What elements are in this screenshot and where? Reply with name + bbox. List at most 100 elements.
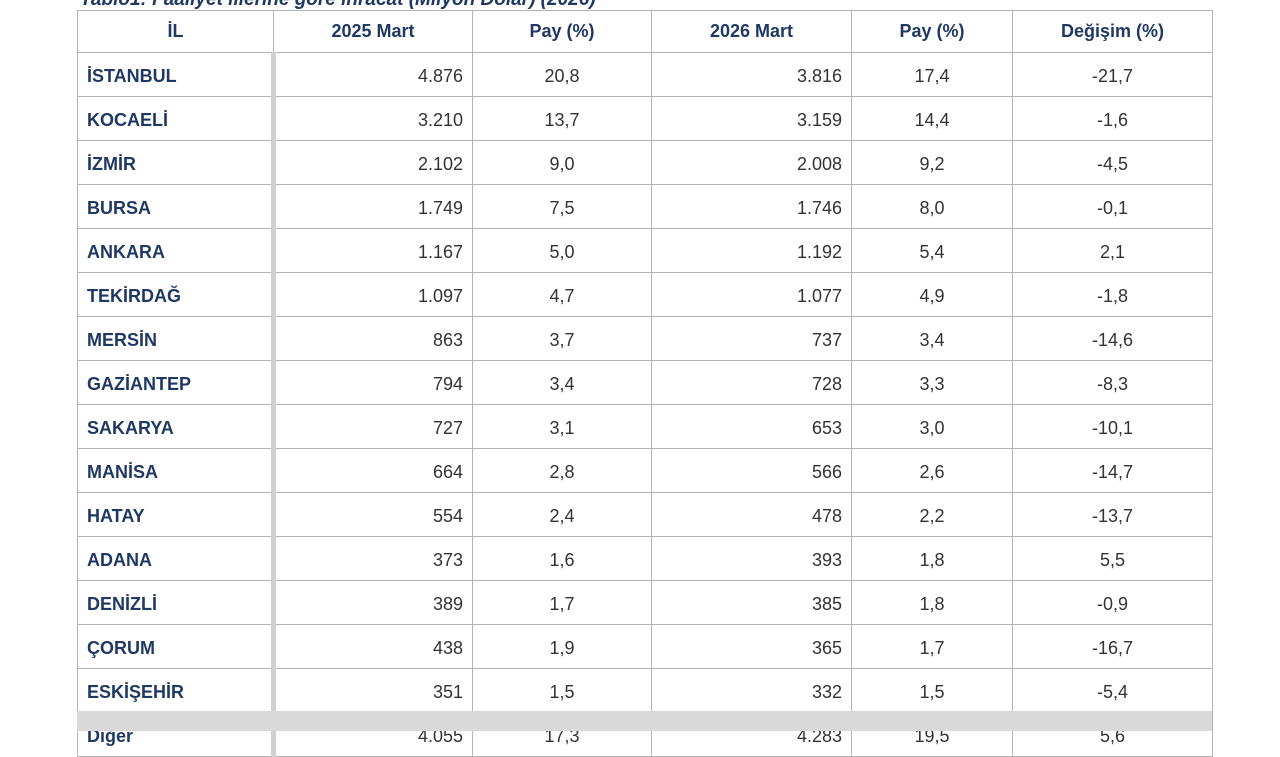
- table-row: MERSİN 863 3,7 737 3,4 -14,6: [77, 316, 1213, 361]
- value-cell: 728: [651, 360, 852, 405]
- value-cell: 8,0: [851, 184, 1013, 229]
- province-cell: KOCAELİ: [77, 96, 276, 141]
- value-cell: -1,8: [1012, 272, 1213, 317]
- province-cell: MERSİN: [77, 316, 276, 361]
- value-cell: 4.876: [273, 52, 473, 97]
- value-cell: 653: [651, 404, 852, 449]
- value-cell: 1,5: [472, 668, 652, 713]
- value-cell: 3,3: [851, 360, 1013, 405]
- value-cell: 3.210: [273, 96, 473, 141]
- province-cell: İZMİR: [77, 140, 276, 185]
- value-cell: 1.192: [651, 228, 852, 273]
- value-cell: 389: [273, 580, 473, 625]
- header-cell: Pay (%): [851, 10, 1013, 53]
- table-row: KOCAELİ 3.210 13,7 3.159 14,4 -1,6: [77, 96, 1213, 141]
- value-cell: 863: [273, 316, 473, 361]
- value-cell: 1.167: [273, 228, 473, 273]
- value-cell: 17,4: [851, 52, 1013, 97]
- header-cell: 2026 Mart: [651, 10, 852, 53]
- value-cell: -14,7: [1012, 448, 1213, 493]
- value-cell: 727: [273, 404, 473, 449]
- value-cell: 5,0: [472, 228, 652, 273]
- province-cell: BURSA: [77, 184, 276, 229]
- value-cell: 2,8: [472, 448, 652, 493]
- value-cell: 2.102: [273, 140, 473, 185]
- value-cell: 373: [273, 536, 473, 581]
- value-cell: 4,9: [851, 272, 1013, 317]
- value-cell: 1.749: [273, 184, 473, 229]
- value-cell: 1,6: [472, 536, 652, 581]
- value-cell: 554: [273, 492, 473, 537]
- province-cell: ESKİŞEHİR: [77, 668, 276, 713]
- value-cell: 3.816: [651, 52, 852, 97]
- table-row: SAKARYA 727 3,1 653 3,0 -10,1: [77, 404, 1213, 449]
- page: {"title": "Tablo1: Faaliyet illerine gör…: [77, 0, 1213, 757]
- value-cell: 478: [651, 492, 852, 537]
- province-cell: DENİZLİ: [77, 580, 276, 625]
- table-row: MANİSA 664 2,8 566 2,6 -14,7: [77, 448, 1213, 493]
- value-cell: 13,7: [472, 96, 652, 141]
- value-cell: -1,6: [1012, 96, 1213, 141]
- value-cell: -16,7: [1012, 624, 1213, 669]
- value-cell: 2,4: [472, 492, 652, 537]
- value-cell: -14,6: [1012, 316, 1213, 361]
- export-table: İL 2025 Mart Pay (%) 2026 Mart Pay (%) Değişi…: [77, 10, 1213, 757]
- table-row: TEKİRDAĞ 1.097 4,7 1.077 4,9 -1,8: [77, 272, 1213, 317]
- value-cell: 664: [273, 448, 473, 493]
- header-cell: Değişim (%): [1012, 10, 1213, 53]
- value-cell: -13,7: [1012, 492, 1213, 537]
- value-cell: 351: [273, 668, 473, 713]
- table-row: DENİZLİ 389 1,7 385 1,8 -0,9: [77, 580, 1213, 625]
- value-cell: 3,4: [851, 316, 1013, 361]
- value-cell: -8,3: [1012, 360, 1213, 405]
- value-cell: 393: [651, 536, 852, 581]
- province-cell: TEKİRDAĞ: [77, 272, 276, 317]
- value-cell: 5,4: [851, 228, 1013, 273]
- province-cell: HATAY: [77, 492, 276, 537]
- province-cell: GAZİANTEP: [77, 360, 276, 405]
- value-cell: 9,2: [851, 140, 1013, 185]
- value-cell: 7,5: [472, 184, 652, 229]
- province-cell: İSTANBUL: [77, 52, 276, 97]
- province-cell: SAKARYA: [77, 404, 276, 449]
- province-cell: ÇORUM: [77, 624, 276, 669]
- value-cell: 1,5: [851, 668, 1013, 713]
- value-cell: 737: [651, 316, 852, 361]
- value-cell: 794: [273, 360, 473, 405]
- value-cell: 566: [651, 448, 852, 493]
- value-cell: 14,4: [851, 96, 1013, 141]
- value-cell: 2,6: [851, 448, 1013, 493]
- table-row: ANKARA 1.167 5,0 1.192 5,4 2,1: [77, 228, 1213, 273]
- value-cell: -5,4: [1012, 668, 1213, 713]
- header-cell: Pay (%): [472, 10, 652, 53]
- header-cell: İL: [77, 10, 274, 53]
- table-row: ÇORUM 438 1,9 365 1,7 -16,7: [77, 624, 1213, 669]
- table-row: ADANA 373 1,6 393 1,8 5,5: [77, 536, 1213, 581]
- value-cell: 1,8: [851, 580, 1013, 625]
- table-row: ESKİŞEHİR 351 1,5 332 1,5 -5,4: [77, 668, 1213, 713]
- value-cell: -21,7: [1012, 52, 1213, 97]
- value-cell: -10,1: [1012, 404, 1213, 449]
- header-cell: 2025 Mart: [273, 10, 473, 53]
- province-cell: ADANA: [77, 536, 276, 581]
- header-row: İL 2025 Mart Pay (%) 2026 Mart Pay (%) Değişi…: [77, 10, 1213, 53]
- value-cell: -0,9: [1012, 580, 1213, 625]
- value-cell: 1.077: [651, 272, 852, 317]
- table-body: İSTANBUL 4.876 20,8 3.816 17,4 -21,7 KOCAELİ 3.…: [77, 52, 1213, 757]
- value-cell: 1,7: [851, 624, 1013, 669]
- value-cell: 9,0: [472, 140, 652, 185]
- value-cell: 4,7: [472, 272, 652, 317]
- value-cell: 3,7: [472, 316, 652, 361]
- value-cell: 3,0: [851, 404, 1013, 449]
- value-cell: -4,5: [1012, 140, 1213, 185]
- value-cell: 1.097: [273, 272, 473, 317]
- value-cell: 438: [273, 624, 473, 669]
- table-title: Tablo1: Faaliyet illerine göre ihracat (…: [80, 0, 596, 11]
- value-cell: 5,5: [1012, 536, 1213, 581]
- table-row: BURSA 1.749 7,5 1.746 8,0 -0,1: [77, 184, 1213, 229]
- province-cell: MANİSA: [77, 448, 276, 493]
- table-row: İSTANBUL 4.876 20,8 3.816 17,4 -21,7: [77, 52, 1213, 97]
- value-cell: 3,4: [472, 360, 652, 405]
- value-cell: 2,1: [1012, 228, 1213, 273]
- value-cell: 20,8: [472, 52, 652, 97]
